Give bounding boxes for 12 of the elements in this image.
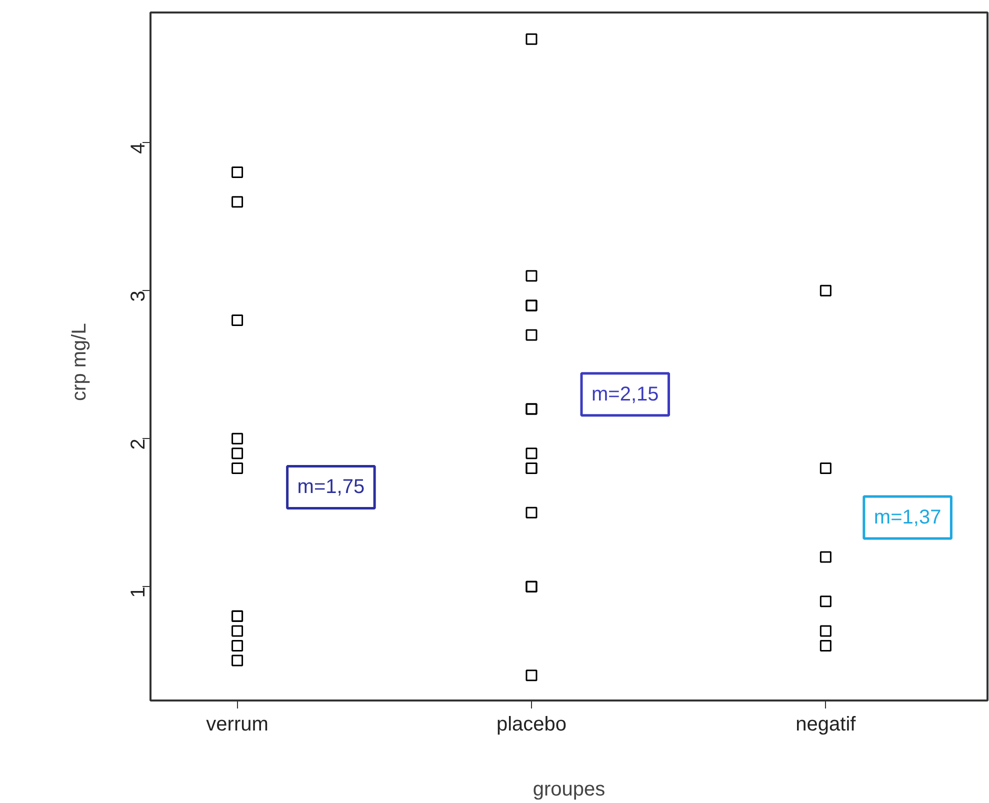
y-axis-title: crp mg/L: [68, 323, 90, 401]
annotation: m=2,15: [592, 383, 659, 406]
x-axis-title: groupes: [532, 778, 606, 800]
x-tick-label: negatif: [796, 714, 856, 736]
y-tick-label: 2: [128, 438, 150, 450]
annotation: m=1,37: [874, 506, 942, 528]
x-tick-label: verrum: [206, 714, 268, 736]
y-tick-label: 1: [128, 586, 150, 598]
y-tick-label: 3: [128, 290, 150, 302]
annotation: m=1,75: [297, 476, 365, 498]
y-tick-label: 4: [128, 142, 150, 154]
x-tick-label: placebo: [496, 714, 567, 736]
